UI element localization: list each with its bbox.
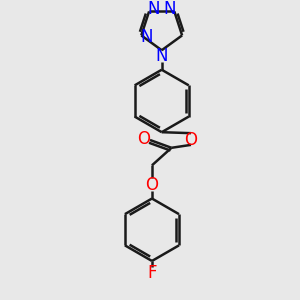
- Text: N: N: [155, 47, 168, 65]
- Text: O: O: [137, 130, 150, 148]
- Text: N: N: [163, 1, 176, 19]
- Text: F: F: [147, 264, 157, 282]
- Text: O: O: [146, 176, 158, 194]
- Text: N: N: [148, 1, 160, 19]
- Text: N: N: [140, 28, 152, 46]
- Text: O: O: [184, 131, 197, 149]
